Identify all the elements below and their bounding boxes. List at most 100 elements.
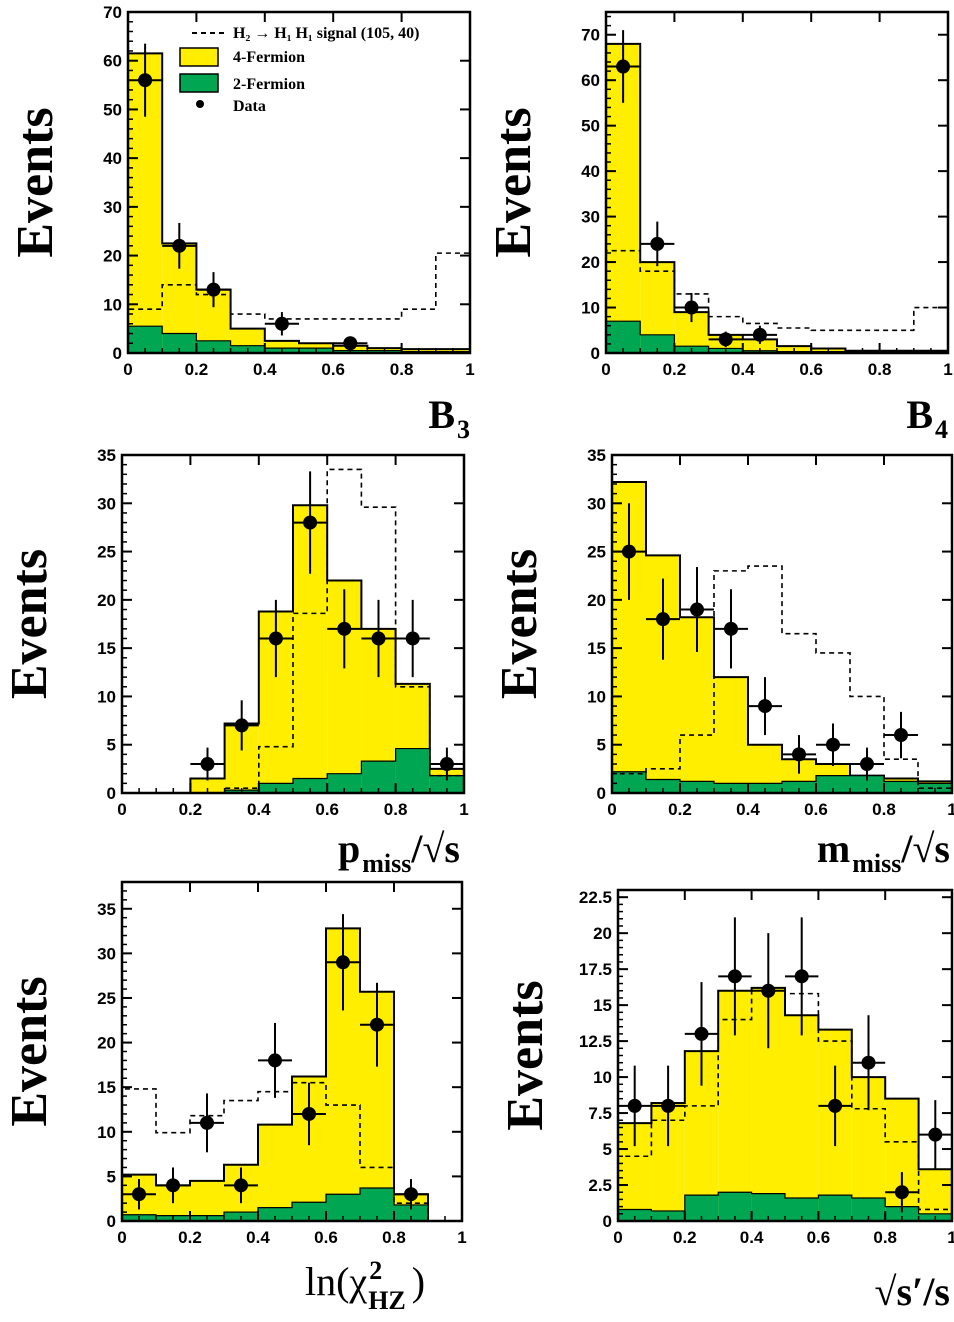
x-tick-label: 0.6 <box>807 1228 831 1247</box>
panel-mmiss: 0 5 10 15 20 25 30 35 0 0.2 0.4 0.6 0.8 1 Events mmiss/… <box>491 446 954 878</box>
y-tick-label: 35 <box>97 900 116 919</box>
legend-signal-label: H₂ → H₁ H₁ signal (105, 40) <box>233 25 419 42</box>
two-fermion-bar <box>196 340 231 353</box>
y-tick-label: 5 <box>603 1140 612 1159</box>
two-fermion-outline <box>611 771 953 793</box>
y-tick-label: 10 <box>587 687 606 706</box>
y-axis-label: Events <box>491 549 548 699</box>
signal-histogram <box>121 1081 462 1222</box>
x-tick-label: 1 <box>459 800 468 819</box>
data-point <box>200 757 215 772</box>
two-fermion-bar <box>816 775 850 793</box>
y-tick-label: 17.5 <box>579 960 612 979</box>
four-fermion-bar <box>190 778 225 793</box>
y-tick-label: 20 <box>581 253 600 272</box>
y-tick-label: 15 <box>97 639 116 658</box>
two-fermion-bar <box>293 778 328 793</box>
y-tick-label: 15 <box>587 639 606 658</box>
legend-data-marker <box>196 100 204 108</box>
data-point <box>656 612 670 627</box>
y-tick-label: 12.5 <box>579 1032 612 1051</box>
data-point <box>343 336 358 351</box>
x-tick-label: 0.4 <box>731 360 755 379</box>
data-point <box>894 1185 909 1200</box>
y-tick-label: 30 <box>587 494 606 513</box>
signal-histogram <box>611 565 953 793</box>
two-fermion-bar <box>782 781 816 793</box>
y-tick-label: 25 <box>97 543 116 562</box>
data-point <box>302 1106 316 1121</box>
x-tick-label: 0.2 <box>185 360 209 379</box>
x-tick-label: 0.8 <box>384 800 408 819</box>
data-point <box>650 236 665 251</box>
y-tick-label: 30 <box>97 494 116 513</box>
legend-two-fermion-label: 2-Fermion <box>233 76 305 93</box>
x-tick-label: 0.2 <box>178 1228 202 1247</box>
four-fermion-outline <box>611 481 953 793</box>
x-tick-label: 0.2 <box>673 1228 697 1247</box>
four-fermion-bar <box>190 1180 224 1221</box>
y-tick-label: 25 <box>587 543 606 562</box>
x-tick-label: 0.8 <box>868 360 892 379</box>
two-fermion-bar <box>327 773 362 793</box>
y-tick-label: 70 <box>581 26 600 45</box>
x-tick-label: 0.2 <box>179 800 203 819</box>
two-fermion-bar <box>258 1207 292 1221</box>
two-fermion-bar <box>395 748 430 793</box>
x-axis-label: B4 <box>906 392 948 444</box>
panel-chi2: 0 5 10 15 20 25 30 35 0 0.2 0.4 0.6 0.8 1 Events ln(χ2 H… <box>1 880 467 1315</box>
y-axis-label: Events <box>1 976 58 1126</box>
data-point <box>234 718 249 733</box>
two-fermion-bar <box>884 781 918 793</box>
four-fermion-bar <box>714 677 748 793</box>
y-tick-label: 10 <box>97 1123 116 1142</box>
two-fermion-bar <box>618 1209 652 1221</box>
data-point <box>371 631 386 646</box>
x-tick-label: 0.2 <box>663 360 687 379</box>
x-tick-label: 0.8 <box>872 800 896 819</box>
x-tick-label: 0.4 <box>246 1228 270 1247</box>
x-tick-label: 0.8 <box>382 1228 406 1247</box>
y-tick-label: 0 <box>597 784 606 803</box>
x-tick-label: 0 <box>117 1228 126 1247</box>
data-point <box>828 1098 843 1113</box>
data-point <box>761 983 776 998</box>
y-tick-label: 10 <box>97 687 116 706</box>
two-fermion-bar <box>651 1210 685 1221</box>
two-fermion-bar <box>429 775 464 793</box>
y-tick-label: 2.5 <box>588 1176 612 1195</box>
data-point <box>166 1178 180 1193</box>
x-tick-label: 0.4 <box>253 360 277 379</box>
y-tick-label: 35 <box>97 446 116 465</box>
y-tick-label: 15 <box>97 1078 116 1097</box>
two-fermion-bar <box>394 1204 428 1221</box>
data-point <box>336 955 350 970</box>
data-point <box>274 316 289 331</box>
data-point <box>694 1026 709 1041</box>
data-point <box>138 73 153 88</box>
two-fermion-bar <box>885 1206 919 1221</box>
legend-data-label: Data <box>233 98 266 115</box>
two-fermion-bar <box>785 1197 819 1221</box>
x-tick-label: 0.6 <box>315 800 339 819</box>
x-tick-label: 1 <box>457 1228 466 1247</box>
data-point <box>627 1098 642 1113</box>
four-fermion-bar <box>785 1015 819 1221</box>
two-fermion-bar <box>361 761 396 793</box>
y-axis-label: Events <box>485 107 542 257</box>
data-point <box>928 1127 943 1142</box>
x-axis-label: ln(χ2 HZ) <box>305 1256 425 1315</box>
four-fermion-bar <box>918 1169 952 1221</box>
x-tick-label: 0.6 <box>314 1228 338 1247</box>
y-tick-label: 0 <box>107 1212 116 1231</box>
x-tick-label: 0.4 <box>736 800 760 819</box>
data-point <box>718 332 733 347</box>
x-tick-label: 0 <box>117 800 126 819</box>
data-point <box>132 1187 146 1202</box>
y-tick-label: 20 <box>103 247 122 266</box>
x-tick-label: 1 <box>465 360 474 379</box>
data-point <box>303 515 318 530</box>
x-tick-label: 0 <box>613 1228 622 1247</box>
legend-two-fermion-swatch <box>179 73 219 93</box>
